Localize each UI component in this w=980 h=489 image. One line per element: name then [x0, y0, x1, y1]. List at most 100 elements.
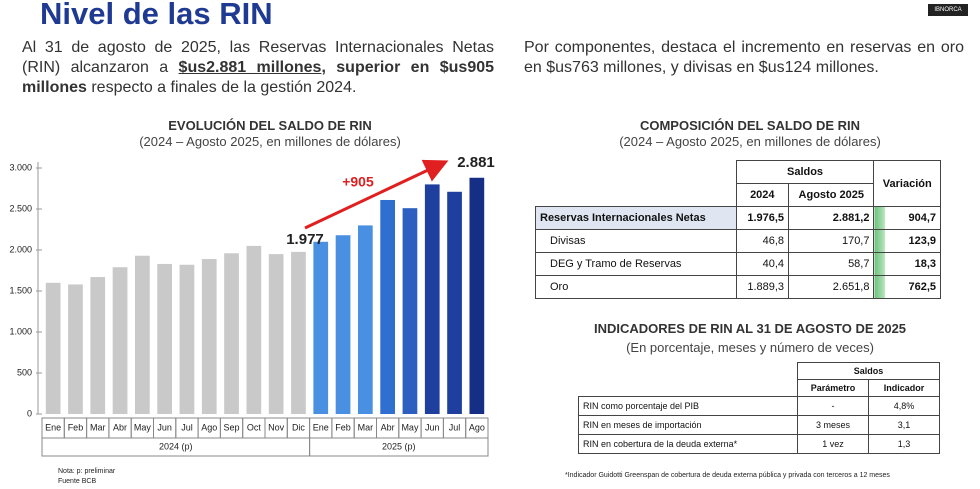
- highlight: $us905 millones: [22, 59, 495, 96]
- bar: [112, 267, 128, 414]
- highlight: $us2.881 millones: [178, 59, 322, 76]
- logo: IBNORCA: [928, 4, 968, 16]
- x-tick-label: Abr: [113, 422, 127, 432]
- note: Nota: p: preliminar: [58, 468, 116, 475]
- table-cell: RIN en meses de importación: [578, 415, 798, 435]
- bar: [469, 177, 485, 414]
- right-paragraph: Por componentes, destaca el incremento e…: [524, 39, 964, 76]
- table-row: Reservas Internacionales Netas 1.976,5 2.8…: [535, 206, 941, 230]
- bar: [335, 235, 351, 414]
- table-cell: DEG y Tramo de Reservas: [535, 252, 737, 276]
- x-tick-label: Nov: [268, 422, 285, 432]
- table-row: Divisas 46,8 170,7 123,9: [535, 229, 941, 253]
- chart-subtitle: (2024 – Agosto 2025, en millones de dóla…: [139, 134, 401, 149]
- table-cell: Oro: [535, 275, 737, 299]
- table-row: DEG y Tramo de Reservas 40,4 58,7 18,3: [535, 252, 941, 276]
- table-cell: 1,3: [868, 434, 940, 454]
- table-row: Saldos: [579, 362, 940, 380]
- x-tick-label: Ago: [469, 422, 485, 432]
- arrow: [304, 159, 449, 230]
- bar: [424, 184, 440, 414]
- group-label: 2024 (p): [159, 441, 193, 451]
- group-cell: [309, 437, 489, 457]
- x-tick-label: May: [134, 422, 152, 432]
- table-cell: 1.889,3: [735, 275, 790, 299]
- text: Al 31 de agosto de 2025, las Reservas In…: [22, 39, 494, 76]
- table-cell: Indicador: [868, 379, 940, 397]
- indicators-table: Saldos Parámetro Indicador RIN como porcent…: [578, 362, 940, 454]
- table-cell: Reservas Internacionales Netas: [535, 206, 737, 230]
- table-cell: [579, 363, 798, 397]
- indicators-title: INDICADORES DE RIN AL 31 DE AGOSTO DE 20…: [593, 321, 907, 336]
- table-row: 2024 Agosto 2025: [536, 183, 941, 207]
- table-cell: 904,7: [873, 206, 941, 230]
- table-row: RIN en cobertura de la deuda externa* 1 v…: [578, 434, 940, 454]
- bar: [179, 264, 195, 414]
- y-tick-label: 0: [27, 408, 32, 418]
- bar: [157, 263, 173, 414]
- x-tick-label: Abr: [381, 422, 395, 432]
- table-cell: 4,8%: [868, 396, 940, 416]
- bar: [268, 254, 284, 414]
- bar: [357, 225, 373, 414]
- y-tick-label: 2.500: [9, 203, 32, 213]
- bar: [447, 191, 462, 414]
- x-tick-label: Mar: [90, 422, 106, 432]
- table-cell: Saldos: [797, 362, 940, 380]
- x-tick-label: Jun: [157, 422, 172, 432]
- table-cell: -: [797, 396, 869, 416]
- footnote: *Indicador Guidotti Greenspan de cobertu…: [565, 472, 890, 479]
- bar: [291, 251, 306, 414]
- table-cell: [536, 161, 737, 207]
- table-cell: RIN en cobertura de la deuda externa*: [578, 434, 798, 454]
- x-tick-label: Ago: [201, 422, 217, 432]
- table-cell: Divisas: [535, 229, 737, 253]
- highlight: , superior en: [321, 59, 440, 76]
- x-tick-label: Jul: [449, 422, 461, 432]
- note: Fuente BCB: [58, 478, 96, 485]
- bar: [313, 241, 329, 414]
- table-row: Saldos Variación: [536, 160, 941, 207]
- table-cell: Parámetro: [797, 379, 869, 397]
- table-cell: 170,7: [788, 229, 875, 253]
- x-tick-label: Ene: [45, 422, 61, 432]
- table-cell: 3,1: [868, 415, 940, 435]
- x-tick-label: Dic: [292, 422, 305, 432]
- indicators-subtitle: (En porcentaje, meses y número de veces): [626, 340, 874, 355]
- y-tick-label: 3.000: [9, 162, 32, 172]
- table-cell: Agosto 2025: [788, 183, 875, 207]
- chart: 0 500 1.000 1.500 2.000 2.500 3.000 Ene Feb Mar Ab…: [9, 154, 495, 485]
- bar: [201, 259, 217, 414]
- table-cell: 762,5: [873, 275, 941, 299]
- table-cell: 2024: [735, 183, 790, 207]
- table-cell: RIN como porcentaje del PIB: [578, 396, 798, 416]
- text: respecto a finales de la gestión 2024.: [86, 79, 357, 96]
- bar: [380, 199, 396, 414]
- x-tick-label: Jul: [181, 422, 193, 432]
- bar: [402, 208, 418, 414]
- group-label: 2025 (p): [382, 441, 416, 451]
- x-tick-label: Mar: [358, 422, 374, 432]
- table-cell: 58,7: [788, 252, 875, 276]
- x-tick-label: Jun: [425, 422, 440, 432]
- y-tick-label: 1.500: [9, 285, 32, 295]
- table-cell: 1.976,5: [735, 206, 790, 230]
- x-tick-label: Sep: [224, 422, 240, 432]
- bar: [68, 284, 83, 414]
- y-tick-label: 500: [17, 367, 32, 377]
- table-cell: 2.651,8: [788, 275, 875, 299]
- table-cell: Variación: [873, 160, 941, 207]
- table-cell: 18,3: [873, 252, 941, 276]
- table-row: RIN en meses de importación 3 meses 3,1: [578, 415, 940, 435]
- x-tick-label: Feb: [68, 422, 84, 432]
- composition-title: COMPOSICIÓN DEL SALDO DE RIN: [639, 118, 861, 133]
- annotation: 2.881: [457, 154, 495, 171]
- bar: [134, 255, 150, 414]
- x-tick-label: Feb: [335, 422, 351, 432]
- bar: [224, 253, 239, 414]
- table-cell: 46,8: [735, 229, 790, 253]
- y-tick-label: 1.000: [9, 326, 32, 336]
- composition-subtitle: (2024 – Agosto 2025, en millones de dóla…: [619, 134, 881, 149]
- table-cell: 3 meses: [797, 415, 869, 435]
- x-tick-label: Ene: [313, 422, 329, 432]
